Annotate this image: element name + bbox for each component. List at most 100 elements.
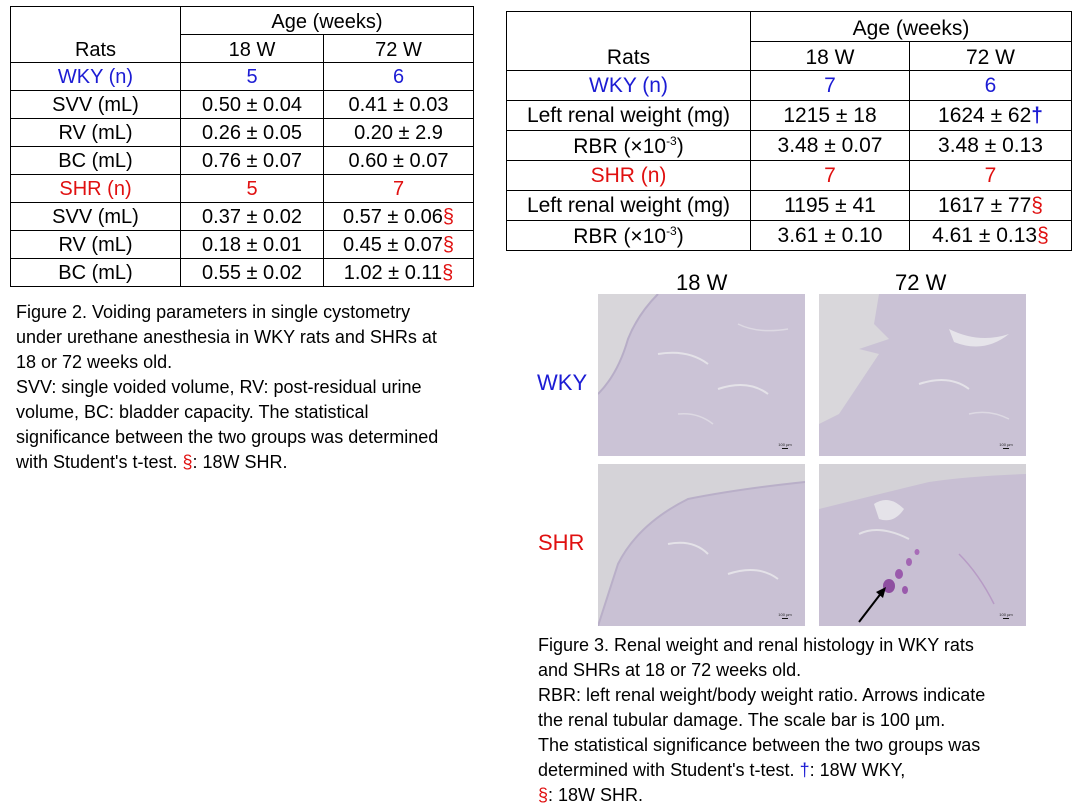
significance-mark: § <box>442 261 454 284</box>
row-label: BC (mL) <box>58 149 133 172</box>
value-72w-text: 4.61 ± 0.13 <box>932 224 1038 247</box>
value-18w: 0.26 ± 0.05 <box>180 118 324 147</box>
row-label-cell: WKY (n) <box>506 70 751 101</box>
row-label-end: ) <box>676 134 684 158</box>
row-label-cell: Left renal weight (mg) <box>506 100 751 131</box>
row-label-exponent: -3 <box>666 133 677 148</box>
histology-image-wky-72w: 100 µm <box>819 294 1026 456</box>
row-label-cell: SVV (mL) <box>10 90 181 119</box>
value-18w: 0.55 ± 0.02 <box>180 258 324 287</box>
voiding-parameters-table: Age (weeks) Rats 18 W 72 W WKY (n) 5 6 SVV … <box>10 6 474 287</box>
value-18w: 1215 ± 18 <box>750 100 910 131</box>
col-72w-header: 72 W <box>909 41 1072 71</box>
caption-line: SVV: single voided volume, RV: post-resi… <box>16 377 422 397</box>
value-18w: 0.37 ± 0.02 <box>180 202 324 231</box>
table-row: WKY (n) 7 6 <box>506 70 1072 101</box>
row-label: RBR (×10 <box>573 224 667 248</box>
row-label-cell: RV (mL) <box>10 118 181 147</box>
value-18w: 7 <box>750 70 910 101</box>
value-72w: 1617 ± 77§ <box>909 190 1072 221</box>
scale-bar: 100 µm <box>778 612 792 619</box>
caption-line: Figure 3. Renal weight and renal histolo… <box>538 635 974 655</box>
tissue-section <box>819 464 1026 626</box>
value-72w: 1624 ± 62† <box>909 100 1072 131</box>
rats-header: Rats <box>506 41 751 71</box>
row-label-end: ) <box>676 224 684 248</box>
row-label: WKY (n) <box>589 74 668 97</box>
caption-line: the renal tubular damage. The scale bar … <box>538 710 946 730</box>
table-row: SVV (mL) 0.37 ± 0.02 0.57 ± 0.06§ <box>10 202 474 231</box>
value-72w: 6 <box>323 62 474 91</box>
renal-weight-table: Age (weeks) Rats 18 W 72 W WKY (n) 7 6 Left… <box>506 11 1072 251</box>
figure-2-caption: Figure 2. Voiding parameters in single c… <box>16 300 516 475</box>
col-72w-header: 72 W <box>323 34 474 63</box>
row-label-exponent: -3 <box>666 223 677 238</box>
value-72w-text: 0.20 ± 2.9 <box>354 121 443 144</box>
table-row: WKY (n) 5 6 <box>10 62 474 91</box>
wky-significance-mark: † <box>799 760 810 780</box>
value-72w: 6 <box>909 70 1072 101</box>
table-row: SHR (n) 7 7 <box>506 160 1072 191</box>
value-72w-text: 0.41 ± 0.03 <box>348 93 449 116</box>
value-72w-text: 7 <box>984 164 997 187</box>
caption-line: RBR: left renal weight/body weight ratio… <box>538 685 986 705</box>
tissue-section <box>598 294 805 456</box>
value-72w: 0.41 ± 0.03 <box>323 90 474 119</box>
caption-line: and SHRs at 18 or 72 weeks old. <box>538 660 802 680</box>
row-label-cell: SVV (mL) <box>10 202 181 231</box>
row-label-cell: SHR (n) <box>10 174 181 203</box>
significance-mark: § <box>442 205 455 228</box>
value-72w: 0.57 ± 0.06§ <box>323 202 474 231</box>
value-18w: 3.61 ± 0.10 <box>750 220 910 251</box>
table-row: Left renal weight (mg) 1215 ± 18 1624 ± 62… <box>506 100 1072 131</box>
significance-mark: § <box>1037 224 1049 247</box>
table-row: RV (mL) 0.26 ± 0.05 0.20 ± 2.9 <box>10 118 474 147</box>
row-label: SVV (mL) <box>52 93 139 116</box>
histology-row-shr: SHR <box>538 530 585 555</box>
rats-header-cell <box>506 11 751 42</box>
value-18w: 5 <box>180 62 324 91</box>
row-label: Left renal weight (mg) <box>526 104 731 127</box>
row-label: SHR (n) <box>59 177 132 200</box>
significance-mark: § <box>1031 194 1043 217</box>
row-label: RV (mL) <box>58 121 133 144</box>
row-label-cell: Left renal weight (mg) <box>506 190 751 221</box>
value-18w: 5 <box>180 174 324 203</box>
value-72w-text: 0.60 ± 0.07 <box>348 149 449 172</box>
histology-image-shr-72w: 100 µm <box>819 464 1026 626</box>
histology-image-wky-18w: 100 µm <box>598 294 805 456</box>
histology-col-72w: 72 W <box>895 270 947 295</box>
caption-line: volume, BC: bladder capacity. The statis… <box>16 402 369 422</box>
value-72w-text: 1624 ± 62 <box>938 104 1032 127</box>
damage-arrow <box>858 591 883 623</box>
value-72w-text: 7 <box>392 177 405 200</box>
tissue-section <box>598 464 805 626</box>
scale-bar: 100 µm <box>999 612 1013 619</box>
col-18w-header: 18 W <box>750 41 910 71</box>
caption-line: with Student's t-test. §: 18W SHR. <box>16 452 288 472</box>
value-72w-text: 6 <box>984 74 997 97</box>
scale-bar: 100 µm <box>999 442 1013 449</box>
rats-header: Rats <box>10 34 181 63</box>
significance-mark: † <box>1031 104 1043 127</box>
value-72w: 7 <box>323 174 474 203</box>
row-label: RBR (×10 <box>573 134 667 158</box>
row-label: BC (mL) <box>58 261 133 284</box>
value-72w-text: 0.57 ± 0.06 <box>342 205 443 228</box>
value-72w: 3.48 ± 0.13 <box>909 130 1072 161</box>
caption-line: Figure 2. Voiding parameters in single c… <box>16 302 411 322</box>
scale-bar: 100 µm <box>778 442 792 449</box>
table-row: RBR (×10-3) 3.61 ± 0.10 4.61 ± 0.13§ <box>506 220 1072 251</box>
row-label-cell: RV (mL) <box>10 230 181 259</box>
row-label-cell: RBR (×10-3) <box>506 130 751 161</box>
age-weeks-header: Age (weeks) <box>180 6 474 35</box>
histology-image-shr-18w: 100 µm <box>598 464 805 626</box>
row-label-cell: WKY (n) <box>10 62 181 91</box>
value-72w-text: 0.45 ± 0.07 <box>342 233 443 256</box>
row-label-cell: SHR (n) <box>506 160 751 191</box>
table-row: Left renal weight (mg) 1195 ± 41 1617 ± 77… <box>506 190 1072 221</box>
caption-line: determined with Student's t-test. †: 18W… <box>538 760 906 780</box>
col-18w-header: 18 W <box>180 34 324 63</box>
row-label-cell: RBR (×10-3) <box>506 220 751 251</box>
row-label: RV (mL) <box>58 233 133 256</box>
